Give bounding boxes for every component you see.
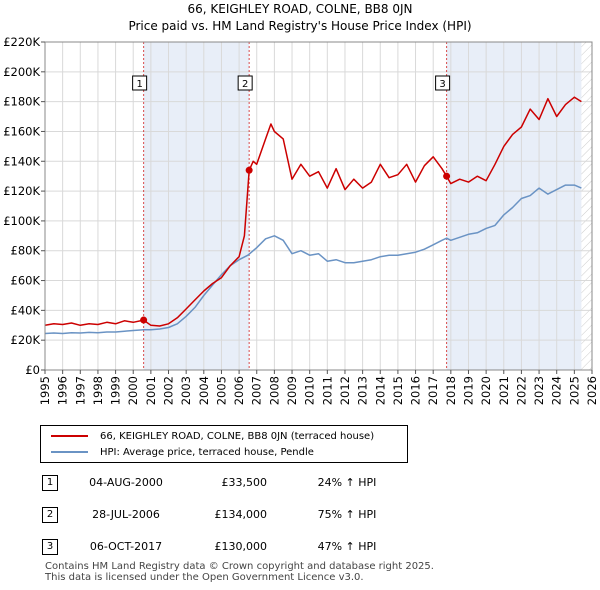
sale-number-label: 1 <box>136 79 142 90</box>
x-tick-label: 2019 <box>461 376 475 405</box>
x-tick-label: 2026 <box>585 376 599 405</box>
x-tick-label: 2025 <box>567 376 581 405</box>
sale-date: 28-JUL-2006 <box>92 508 160 521</box>
x-tick-label: 2011 <box>320 376 334 405</box>
x-tick-label: 2018 <box>444 376 458 405</box>
x-tick-label: 2003 <box>179 376 193 405</box>
chart-legend: 66, KEIGHLEY ROAD, COLNE, BB8 0JN (terra… <box>40 425 408 463</box>
x-tick-label: 1995 <box>38 376 52 405</box>
legend-label-hpi: HPI: Average price, terraced house, Pend… <box>100 447 314 458</box>
x-tick-label: 2016 <box>409 376 423 405</box>
sale-hpi-change: 75% ↑ HPI <box>317 508 377 521</box>
x-tick-label: 2014 <box>373 376 387 405</box>
x-tick-label: 2006 <box>232 376 246 405</box>
legend-item-hpi: HPI: Average price, terraced house, Pend… <box>51 446 314 460</box>
footer-attribution: Contains HM Land Registry data © Crown c… <box>45 561 434 583</box>
x-tick-label: 2015 <box>391 376 405 405</box>
sale-number-box <box>435 75 451 91</box>
sale-date: 04-AUG-2000 <box>89 476 163 489</box>
plot-frame <box>44 41 593 371</box>
sale-number-box <box>132 75 148 91</box>
legend-item-property: 66, KEIGHLEY ROAD, COLNE, BB8 0JN (terra… <box>51 430 374 444</box>
price-chart: 1 2 3 £0 £20K £40K £60K £80K £100K £120K £140K £160… <box>3 35 599 405</box>
x-tick-label: 1998 <box>91 376 105 405</box>
chart-subtitle: Price paid vs. HM Land Registry's House … <box>128 19 472 33</box>
y-tick-label: £80K <box>11 244 41 258</box>
y-tick-label: £200K <box>3 65 40 79</box>
x-tick-label: 2004 <box>197 376 211 405</box>
sale-hpi-change: 24% ↑ HPI <box>317 476 377 489</box>
y-tick-label: £140K <box>3 154 40 168</box>
sale-point <box>245 166 253 174</box>
x-tick-label: 2005 <box>214 376 228 405</box>
x-tick-label: 2000 <box>126 376 140 405</box>
y-tick-label: £100K <box>3 214 40 228</box>
x-tick-label: 2002 <box>162 376 176 405</box>
y-tick-label: £180K <box>3 95 40 109</box>
y-tick-label: £0 <box>25 363 40 377</box>
x-tick-label: 2007 <box>250 376 264 405</box>
forecast-hatch <box>581 42 592 370</box>
x-tick-label: 2023 <box>532 376 546 405</box>
y-tick-label: £60K <box>11 274 41 288</box>
y-tick-label: £120K <box>3 184 40 198</box>
sale-hpi-change: 47% ↑ HPI <box>317 540 377 553</box>
sale-price: £130,000 <box>214 540 268 553</box>
y-tick-label: £40K <box>11 303 41 317</box>
shaded-ownership-period <box>143 42 250 370</box>
sale-number: 2 <box>42 507 58 523</box>
sale-number: 3 <box>42 539 58 555</box>
footer-line-1: Contains HM Land Registry data © Crown c… <box>45 561 434 572</box>
x-tick-label: 2024 <box>550 376 564 405</box>
y-tick-label: £160K <box>3 124 40 138</box>
x-tick-label: 1999 <box>109 376 123 405</box>
x-tick-label: 2012 <box>338 376 352 405</box>
legend-swatch-property <box>51 435 88 437</box>
footer-line-2: This data is licensed under the Open Gov… <box>45 572 364 583</box>
sale-price: £33,500 <box>221 476 268 489</box>
x-tick-label: 2020 <box>479 376 493 405</box>
sale-number-box <box>237 75 253 91</box>
sale-number: 1 <box>42 475 58 491</box>
y-tick-label: £20K <box>11 333 41 347</box>
chart-title: 66, KEIGHLEY ROAD, COLNE, BB8 0JN <box>187 2 413 16</box>
sale-date: 06-OCT-2017 <box>89 540 163 553</box>
hpi-series-line <box>44 184 582 335</box>
x-tick-label: 2022 <box>514 376 528 405</box>
sale-price: £134,000 <box>214 508 268 521</box>
x-tick-label: 2008 <box>267 376 281 405</box>
sale-point <box>140 316 148 324</box>
x-tick-label: 1996 <box>56 376 70 405</box>
legend-swatch-hpi <box>51 451 88 453</box>
sale-point <box>443 172 451 180</box>
x-tick-label: 2010 <box>303 376 317 405</box>
sale-number-label: 2 <box>242 79 248 90</box>
x-tick-label: 2017 <box>426 376 440 405</box>
sale-number-label: 3 <box>439 79 445 90</box>
x-tick-label: 2009 <box>285 376 299 405</box>
x-tick-label: 2021 <box>497 376 511 405</box>
x-tick-label: 1997 <box>73 376 87 405</box>
y-tick-label: £220K <box>3 35 40 49</box>
x-tick-label: 2013 <box>356 376 370 405</box>
legend-label-property: 66, KEIGHLEY ROAD, COLNE, BB8 0JN (terra… <box>100 431 375 442</box>
x-tick-label: 2001 <box>144 376 158 405</box>
